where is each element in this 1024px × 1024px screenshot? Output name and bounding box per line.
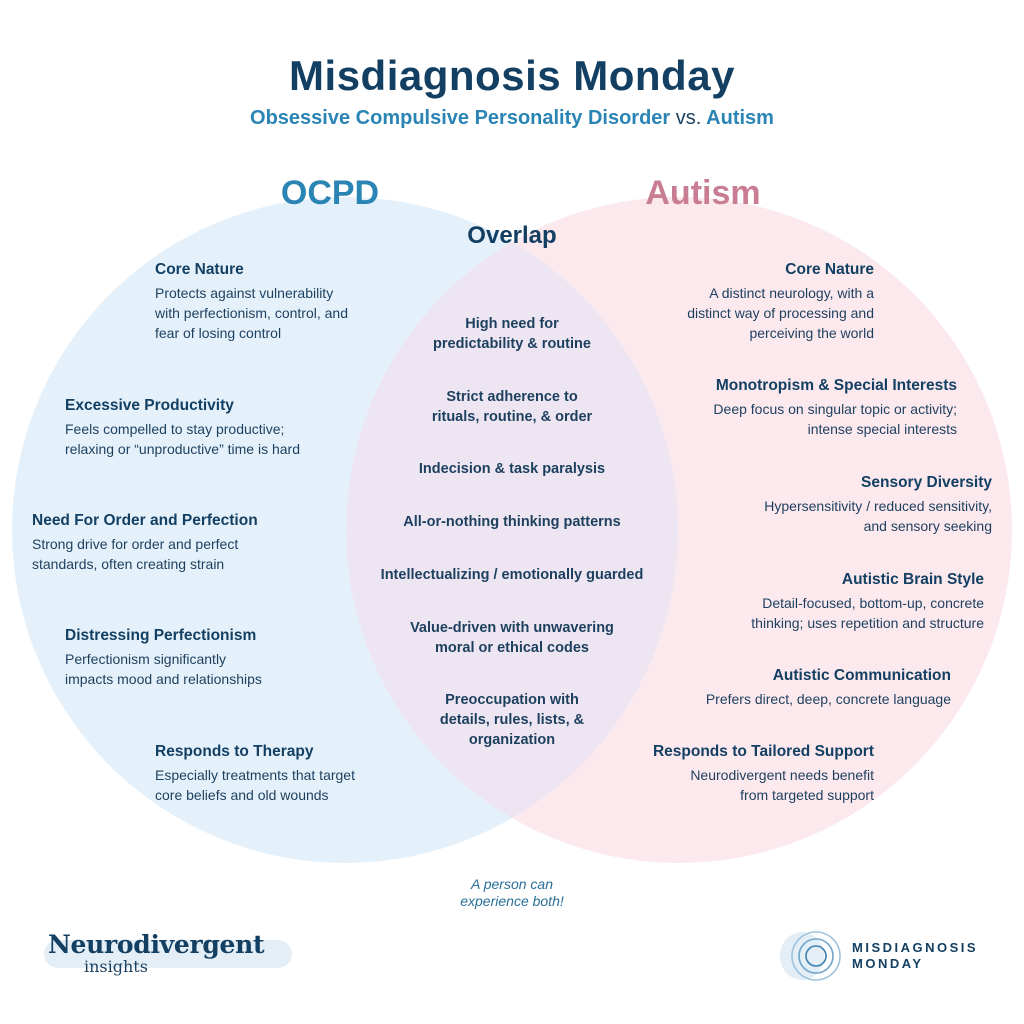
ocpd-item-text: Especially treatments that target core b… — [155, 767, 355, 803]
neurodivergent-insights-logo: Neurodivergent insights — [44, 930, 292, 976]
overlap-item: Indecision & task paralysis — [418, 461, 606, 477]
ocpd-item-text: Feels compelled to stay productive; rela… — [65, 421, 300, 457]
ocpd-item-heading: Need For Order and Perfection — [32, 512, 258, 529]
subtitle-vs: vs. — [675, 107, 702, 129]
logo-text-bottom: insights — [84, 957, 148, 976]
overlap-item: Strict adherence to rituals, routine, & … — [431, 389, 593, 425]
overlap-item: Intellectualizing / emotionally guarded — [380, 567, 644, 583]
overlap-item: Preoccupation with details, rules, lists… — [439, 692, 585, 748]
ocpd-item-text: Protects against vulnerability with perf… — [155, 285, 348, 341]
ocpd-item-heading: Distressing Perfectionism — [65, 627, 257, 644]
footnote: A person can experience both! — [460, 876, 564, 909]
ocpd-label: OCPD — [280, 174, 380, 212]
ocpd-item-heading: Excessive Productivity — [65, 397, 234, 414]
ocpd-item-excessive-productivity: Excessive Productivity Feels compelled t… — [65, 397, 300, 459]
ocpd-item-text: Strong drive for order and perfect stand… — [32, 536, 239, 572]
overlap-label: Overlap — [467, 222, 557, 249]
logo-text: MISDIAGNOSIS MONDAY — [852, 940, 979, 971]
ocpd-item-distressing-perfectionism: Distressing Perfectionism Perfectionism … — [65, 627, 262, 689]
autism-label: Autism — [645, 174, 761, 212]
autism-item-heading: Sensory Diversity — [861, 474, 992, 491]
autism-item-text: Prefers direct, deep, concrete language — [705, 691, 951, 707]
ocpd-item-responds-to-therapy: Responds to Therapy Especially treatment… — [155, 743, 355, 805]
ocpd-item-heading: Responds to Therapy — [155, 743, 314, 760]
page-title: Misdiagnosis Monday — [289, 52, 735, 99]
autism-item-heading: Autistic Brain Style — [841, 571, 984, 588]
concentric-circles-logo-icon — [780, 931, 841, 981]
subtitle-ocpd: Obsessive Compulsive Personality Disorde… — [250, 107, 671, 129]
autism-item-heading: Monotropism & Special Interests — [715, 377, 957, 394]
autism-item-heading: Core Nature — [785, 261, 874, 278]
subtitle-autism: Autism — [706, 107, 774, 129]
autism-item-brain-style: Autistic Brain Style Detail-focused, bot… — [751, 571, 984, 633]
autism-item-heading: Autistic Communication — [772, 667, 951, 684]
misdiagnosis-monday-logo: MISDIAGNOSIS MONDAY — [778, 928, 978, 984]
autism-item-heading: Responds to Tailored Support — [652, 743, 874, 760]
autism-item-monotropism: Monotropism & Special Interests Deep foc… — [713, 377, 957, 439]
autism-item-text: A distinct neurology, with a distinct wa… — [687, 285, 874, 341]
autism-item-text: Deep focus on singular topic or activity… — [713, 401, 957, 437]
overlap-item: All-or-nothing thinking patterns — [403, 514, 621, 530]
ocpd-item-core-nature: Core Nature Protects against vulnerabili… — [155, 261, 348, 343]
autism-item-sensory-diversity: Sensory Diversity Hypersensitivity / red… — [764, 474, 992, 536]
overlap-item: High need for predictability & routine — [433, 316, 591, 352]
autism-item-text: Hypersensitivity / reduced sensitivity, … — [764, 498, 992, 534]
logo-text-top: Neurodivergent — [48, 930, 265, 959]
overlap-item: Value-driven with unwavering moral or et… — [410, 620, 614, 656]
page-subtitle: Obsessive Compulsive Personality Disorde… — [0, 107, 1024, 130]
ocpd-item-need-for-order: Need For Order and Perfection Strong dri… — [32, 512, 258, 574]
autism-item-text: Neurodivergent needs benefit from target… — [690, 767, 874, 803]
autism-item-core-nature: Core Nature A distinct neurology, with a… — [687, 261, 874, 343]
ocpd-item-heading: Core Nature — [155, 261, 244, 278]
autism-item-text: Detail-focused, bottom-up, concrete thin… — [751, 595, 984, 631]
autism-item-communication: Autistic Communication Prefers direct, d… — [706, 667, 951, 709]
overlap-region — [346, 197, 678, 863]
autism-item-tailored-support: Responds to Tailored Support Neurodiverg… — [653, 743, 874, 805]
ocpd-item-text: Perfectionism significantly impacts mood… — [65, 651, 262, 687]
